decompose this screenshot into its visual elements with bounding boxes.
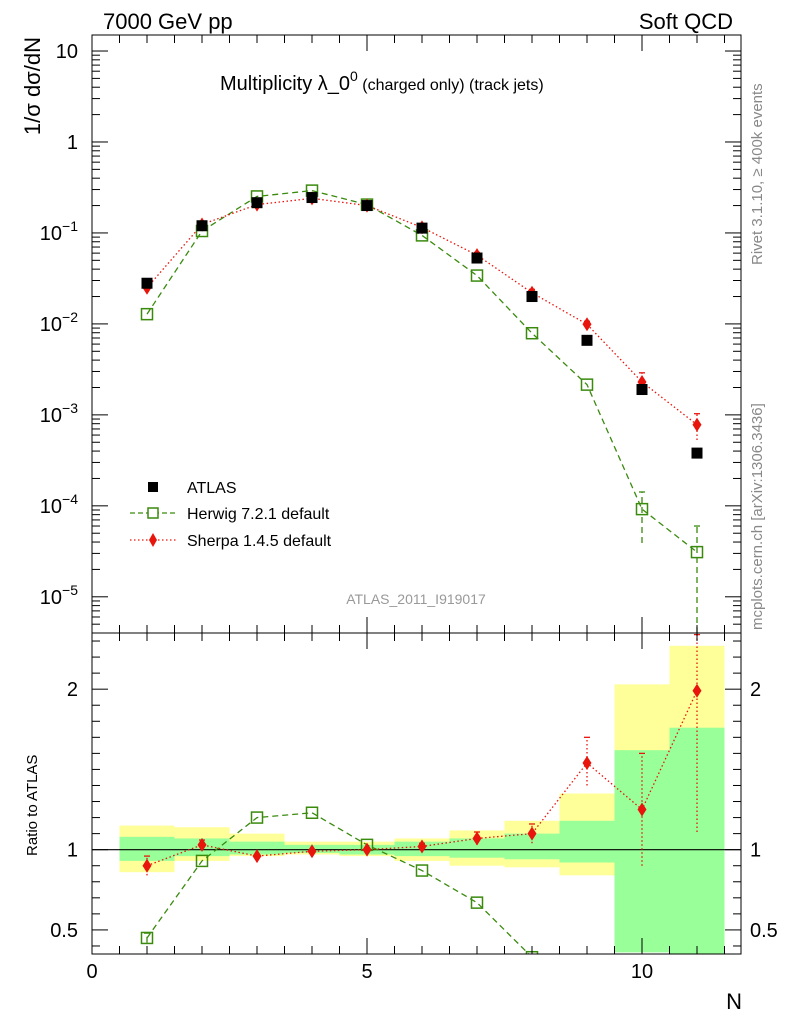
ratio-point-herwig [305,806,319,820]
main-point-atlas [636,384,648,396]
legend-marker-sherpa [149,533,157,547]
main-title-sup: 0 [350,68,358,84]
ratio-point-sherpa [307,844,317,859]
ratio-series [140,633,702,954]
ratio-frame [91,632,742,955]
main-point-herwig [525,326,539,340]
watermark: ATLAS_2011_I919017 [346,591,486,607]
main-plot-area [140,184,704,633]
ratio-y-tick-label-left: 0.5 [50,920,78,942]
ratio-point-sherpa [692,683,702,698]
ratio-point-sherpa [527,826,537,841]
band-green [449,838,505,858]
band-green [669,727,725,954]
y-tick-label: 10−3 [40,400,78,427]
main-point-atlas [141,277,153,289]
main-point-atlas [471,252,483,264]
y-tick-base: 10 [40,223,62,245]
main-point-atlas [306,192,318,204]
x-tick-label: 10 [631,961,653,983]
band-green [229,841,285,855]
ratio-y-tick-label-left: 1 [67,840,78,862]
y-tick-base: 10 [40,405,62,427]
ratio-y-tick-label-right: 2 [750,679,761,701]
y-tick-label: 10−4 [40,491,78,518]
y-tick-exp: −3 [62,400,78,416]
main-point-herwig [690,545,704,559]
main-point-atlas [581,334,593,346]
ratio-point-sherpa [142,858,152,873]
legend-marker-atlas [148,482,158,492]
y-tick-exp: −5 [62,582,78,598]
main-title-sub: (charged only) (track jets) [358,77,544,94]
y-tick-base: 10 [40,314,62,336]
y-tick-label: 10−2 [40,309,78,336]
main-point-sherpa [582,317,592,332]
y-tick-base: 10 [40,587,62,609]
x-axis-label: N [726,989,742,1014]
ratio-y-tick-label-left: 2 [67,679,78,701]
ratio-point-herwig [250,811,264,824]
main-point-atlas [526,291,538,303]
ratio-y-tick-label-right: 1 [750,840,761,862]
main-point-herwig [635,502,649,516]
band-green [614,750,670,953]
legend-label-herwig: Herwig 7.2.1 default [187,506,330,523]
y-tick-label: 10−1 [40,218,78,245]
y-tick-exp: −2 [62,309,78,325]
main-point-herwig [470,269,484,282]
legend: ATLAS Herwig 7.2.1 default Sherpa 1.4.5 … [130,480,332,550]
ratio-point-sherpa [362,842,372,857]
header-right: Soft QCD [639,9,733,34]
ratio-panel: 2 2 1 1 0.5 0.5 0 5 10 Ratio to ATLAS N [24,632,778,1014]
ratio-point-herwig [140,931,154,945]
legend-label-atlas: ATLAS [187,480,237,497]
y-tick-base: 10 [40,496,62,518]
y-tick-exp: −1 [62,218,78,234]
ratio-axes: 2 2 1 1 0.5 0.5 0 5 10 [50,633,778,983]
y-tick-label: 10−5 [40,582,78,609]
legend-marker-herwig [147,507,159,519]
header-left: 7000 GeV pp [103,9,233,34]
ratio-point-sherpa [582,756,592,771]
ratio-point-sherpa [197,837,207,852]
main-y-label: 1/σ dσ/dN [20,37,45,135]
main-point-herwig [580,378,594,391]
ratio-y-tick-label-right: 0.5 [750,920,778,942]
ratio-point-herwig [470,896,484,909]
legend-label-sherpa: Sherpa 1.4.5 default [187,533,332,550]
main-point-herwig [140,307,154,321]
main-title: Multiplicity λ_00 (charged only) (track … [220,68,544,95]
ratio-point-sherpa [417,839,427,854]
mcplots-note: mcplots.cern.ch [arXiv:1306.3436] [749,403,766,630]
ratio-point-herwig [195,854,209,868]
ratio-y-label: Ratio to ATLAS [24,755,41,856]
ratio-line-herwig [146,812,530,954]
ratio-point-sherpa [472,831,482,846]
band-green [559,820,615,863]
band-green [119,836,175,861]
main-title-text: Multiplicity λ_0 [220,73,350,95]
y-tick-exp: −4 [62,491,78,507]
ratio-point-sherpa [252,849,262,864]
ratio-plot-area [92,633,741,954]
ratio-point-sherpa [637,802,647,817]
ratio-point-herwig [415,864,429,877]
x-tick-label: 0 [86,961,97,983]
main-point-atlas [416,222,428,234]
main-point-atlas [196,220,208,232]
main-point-atlas [361,200,373,212]
y-tick-label: 1 [67,132,78,154]
main-point-sherpa [692,417,702,432]
main-point-atlas [691,447,703,459]
main-line-herwig [146,189,698,553]
x-tick-label: 5 [361,961,372,983]
rivet-note: Rivet 3.1.10, ≥ 400k events [749,83,766,265]
y-tick-label: 10 [56,41,78,63]
main-point-atlas [251,197,263,209]
